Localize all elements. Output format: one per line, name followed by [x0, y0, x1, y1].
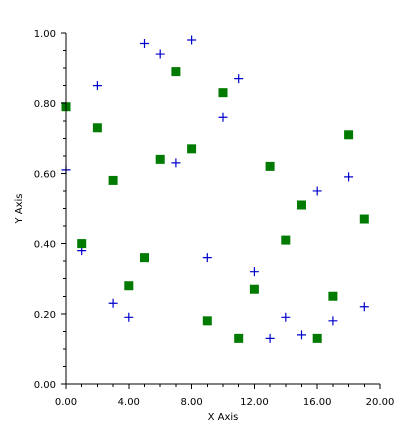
series-2-square-point	[249, 284, 259, 294]
series-2-square-point	[124, 281, 134, 291]
y-tick-label: 1.00	[34, 29, 56, 40]
y-tick-label: 0.20	[34, 310, 56, 321]
series-1-plus-point	[234, 74, 244, 84]
series-1-plus-point	[297, 330, 306, 340]
series-1-plus-point	[171, 158, 181, 168]
series-2-square-point	[344, 130, 354, 140]
x-tick-label: 16.00	[303, 397, 332, 408]
series-1-plus-point	[281, 312, 291, 322]
series-2-square-point	[171, 67, 181, 77]
series-2-square-point	[359, 214, 369, 224]
series-2-square-point	[108, 175, 118, 185]
x-tick-label: 12.00	[240, 397, 269, 408]
series-1-plus-point	[140, 39, 149, 49]
x-tick-label: 4.00	[118, 397, 140, 408]
series-2-square-point	[312, 333, 322, 343]
x-tick-label: 20.00	[366, 397, 395, 408]
x-axis-title: X Axis	[208, 412, 239, 423]
series-2-square-point	[218, 88, 228, 98]
series-1-plus-point	[92, 81, 102, 91]
series-2-square-point	[187, 144, 197, 154]
x-tick-label: 8.00	[180, 397, 202, 408]
series-1-plus-point	[344, 172, 354, 182]
series-2-square-point	[281, 235, 291, 245]
plot-area	[61, 35, 369, 343]
series-1-plus-point	[312, 186, 322, 196]
series-2-square-point	[202, 316, 212, 326]
series-2-square-point	[328, 291, 338, 301]
series-1-plus-point	[328, 316, 338, 326]
series-2-square-point	[155, 154, 165, 164]
series-2-square-point	[265, 161, 275, 171]
series-1-plus-point	[202, 253, 212, 263]
series-2-square-point	[77, 239, 87, 249]
axes: 0.00 0.20 0.40 0.60 0.80 1.00 0.00 4.00 8.00 12.0…	[34, 29, 395, 408]
series-1-plus-point	[249, 267, 259, 277]
x-tick-label: 0.00	[55, 397, 77, 408]
y-tick-label: 0.80	[34, 99, 56, 110]
series-1-plus-point	[187, 35, 197, 45]
series-1-plus-point	[218, 112, 228, 122]
y-axis-title: Y Axis	[14, 193, 25, 224]
series-1-plus-point	[124, 312, 134, 322]
series-1-plus-point	[359, 302, 369, 312]
series-1-plus-point	[155, 49, 165, 59]
y-tick-label: 0.60	[34, 169, 56, 180]
series-2-square-point	[140, 253, 149, 263]
y-tick-label: 0.00	[34, 380, 56, 391]
series-2-square-point	[92, 123, 102, 133]
series-2-square-point	[297, 200, 306, 210]
series-1-plus-point	[108, 298, 118, 308]
y-tick-label: 0.40	[34, 240, 56, 251]
series-2-square-point	[234, 333, 244, 343]
series-1-plus-point	[265, 333, 275, 343]
